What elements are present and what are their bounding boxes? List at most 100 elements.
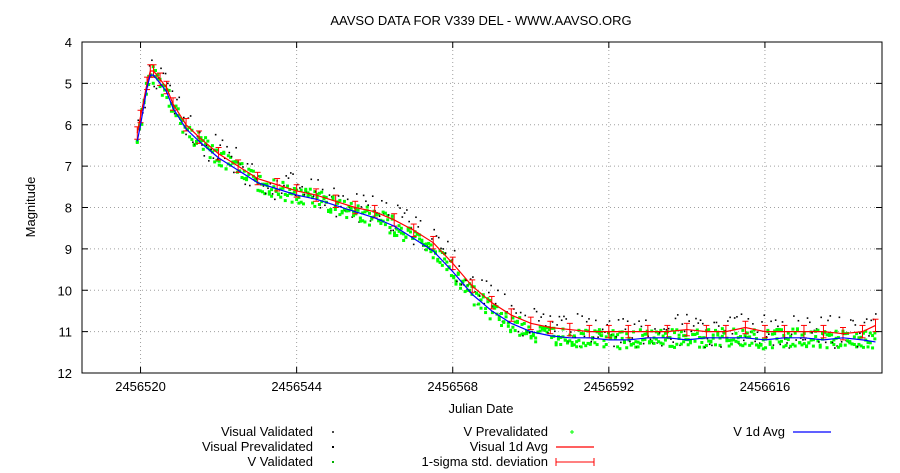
v-prevalidated-point	[297, 201, 301, 205]
v-prevalidated-point	[509, 328, 513, 332]
v-prevalidated-point	[652, 341, 656, 345]
v-prevalidated-point	[363, 210, 367, 214]
v-prevalidated-point	[543, 326, 547, 330]
v-prevalidated-point	[645, 332, 649, 336]
visual-prevalidated-point	[540, 316, 542, 318]
v-prevalidated-point	[572, 334, 576, 338]
visual-prevalidated-point	[692, 325, 695, 327]
v-prevalidated-point	[199, 139, 203, 143]
v-prevalidated-point	[729, 342, 733, 346]
visual-prevalidated-point	[192, 141, 194, 143]
visual-prevalidated-point	[772, 344, 775, 346]
v-prevalidated-point	[147, 83, 151, 87]
visual-prevalidated-point	[235, 146, 237, 149]
v-prevalidated-point	[688, 338, 692, 342]
v-prevalidated-point	[386, 218, 390, 222]
v-prevalidated-point	[597, 328, 601, 332]
v-prevalidated-point	[484, 311, 488, 315]
v-prevalidated-point	[657, 340, 661, 344]
visual-prevalidated-point	[608, 320, 611, 322]
visual-prevalidated-point	[517, 330, 520, 333]
v-prevalidated-point	[477, 302, 481, 306]
v-prevalidated-point	[773, 329, 777, 333]
v-prevalidated-point	[295, 198, 299, 202]
v-prevalidated-point	[456, 272, 460, 276]
v-prevalidated-point	[315, 195, 319, 199]
v-prevalidated-point	[240, 162, 244, 166]
v-prevalidated-point	[256, 188, 260, 192]
visual-prevalidated-point	[795, 339, 797, 341]
visual-prevalidated-point	[585, 320, 588, 323]
v-prevalidated-point	[404, 235, 408, 239]
v-prevalidated-point	[238, 162, 242, 166]
v-prevalidated-point	[661, 342, 665, 346]
v-prevalidated-point	[459, 286, 463, 290]
visual-prevalidated-point	[752, 323, 754, 325]
v-prevalidated-point	[764, 346, 768, 350]
visual-prevalidated-point	[535, 310, 538, 313]
v-prevalidated-point	[331, 195, 335, 199]
visual-prevalidated-point	[729, 316, 731, 319]
v-prevalidated-point	[333, 207, 337, 211]
v-prevalidated-point	[217, 163, 221, 167]
v-prevalidated-point	[420, 238, 424, 242]
visual-prevalidated-point	[169, 84, 171, 87]
visual-prevalidated-point	[831, 341, 834, 344]
v-prevalidated-point	[825, 346, 829, 350]
v-prevalidated-point	[770, 346, 774, 350]
visual-prevalidated-point	[164, 72, 167, 75]
v-prevalidated-point	[661, 334, 665, 338]
v-prevalidated-point	[836, 345, 840, 349]
v-prevalidated-point	[158, 85, 162, 89]
v-prevalidated-point	[449, 274, 453, 278]
v-prevalidated-point	[741, 344, 745, 348]
v-prevalidated-point	[418, 233, 422, 237]
v-prevalidated-point	[825, 333, 829, 337]
v-prevalidated-point	[807, 341, 811, 345]
v-prevalidated-point	[163, 84, 167, 88]
v-prevalidated-point	[570, 343, 574, 347]
visual-prevalidated-point	[713, 321, 715, 324]
visual-prevalidated-point	[292, 173, 294, 175]
visual-prevalidated-point	[727, 320, 729, 322]
v-prevalidated-point	[463, 290, 467, 294]
v-prevalidated-point	[393, 231, 397, 235]
v-prevalidated-point	[584, 344, 588, 348]
visual-prevalidated-point	[497, 289, 499, 292]
visual-prevalidated-point	[681, 323, 684, 325]
v-prevalidated-point	[292, 186, 296, 190]
visual-prevalidated-point	[715, 321, 718, 324]
v-prevalidated-point	[183, 124, 187, 128]
v-prevalidated-point	[691, 333, 695, 337]
v-prevalidated-point	[675, 342, 679, 346]
visual-prevalidated-point	[465, 279, 467, 281]
v-prevalidated-point	[349, 206, 353, 210]
visual-prevalidated-point	[494, 302, 497, 305]
v-prevalidated-point	[299, 200, 303, 204]
legend-label: 1-sigma std. deviation	[422, 454, 548, 469]
v-prevalidated-point	[174, 104, 178, 108]
visual-prevalidated-point	[809, 321, 811, 324]
visual-prevalidated-point	[581, 315, 583, 317]
v-prevalidated-point	[550, 336, 554, 340]
v-prevalidated-point	[201, 147, 205, 151]
x-axis-label: Julian Date	[448, 401, 513, 416]
v-prevalidated-point	[581, 341, 585, 345]
visual-prevalidated-point	[834, 347, 836, 349]
v-prevalidated-point	[438, 260, 442, 264]
visual-prevalidated-point	[171, 90, 174, 92]
v-prevalidated-point	[729, 338, 733, 342]
v-prevalidated-point	[504, 311, 508, 315]
v-prevalidated-point	[270, 194, 274, 198]
v-prevalidated-point	[538, 325, 542, 329]
v-prevalidated-point	[798, 341, 802, 345]
v-prevalidated-point	[217, 159, 221, 163]
v-prevalidated-point	[153, 75, 157, 79]
v-prevalidated-point	[591, 337, 595, 341]
v-prevalidated-point	[179, 121, 183, 125]
visual-prevalidated-point	[490, 284, 492, 287]
visual-prevalidated-point	[688, 320, 690, 322]
v-prevalidated-point	[818, 343, 822, 347]
visual-prevalidated-point	[633, 323, 636, 325]
